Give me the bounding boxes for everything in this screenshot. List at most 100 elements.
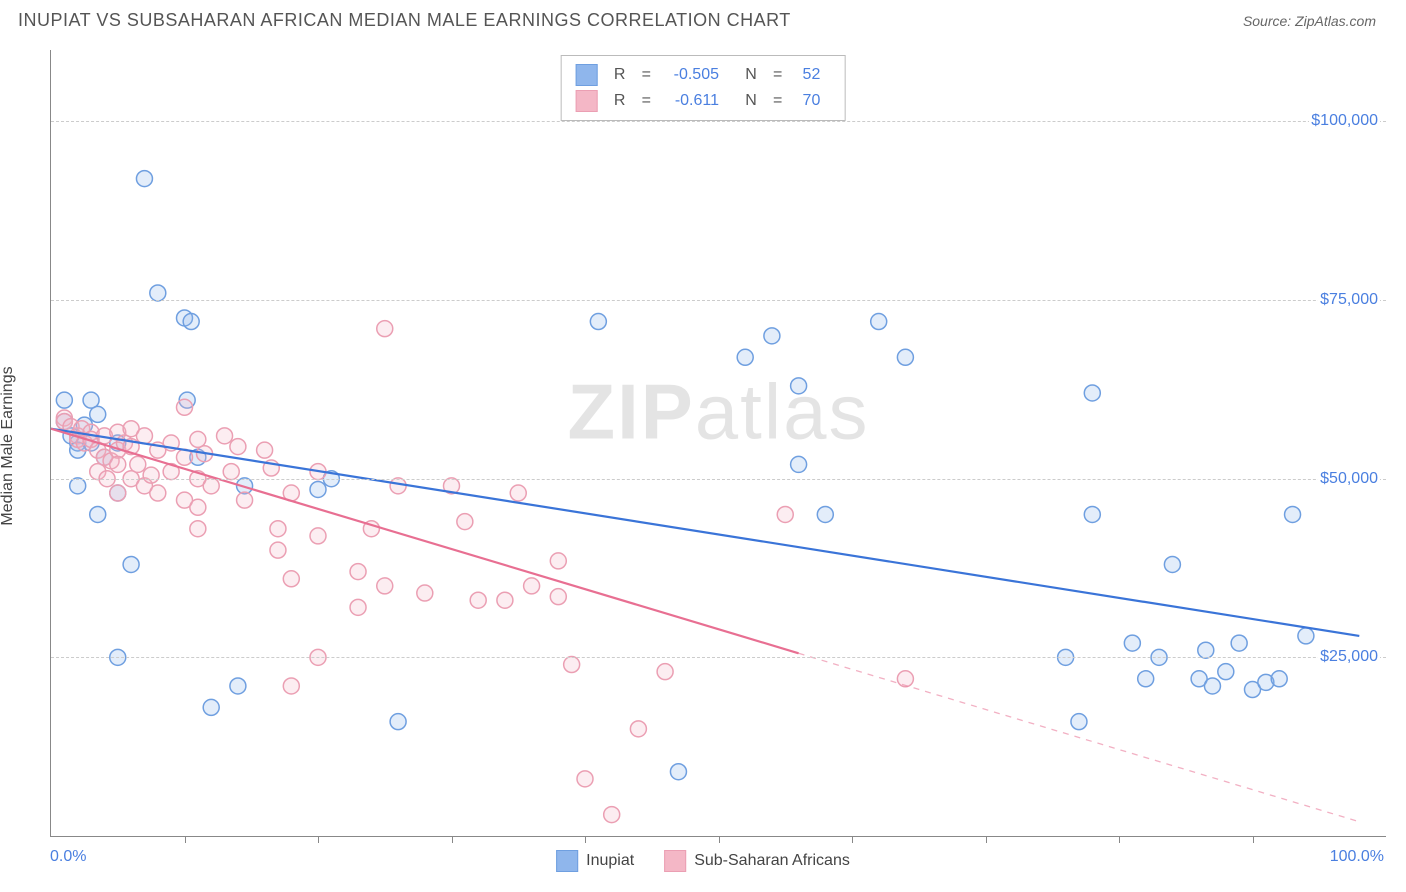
data-point [670, 764, 686, 780]
data-point [230, 439, 246, 455]
data-point [764, 328, 780, 344]
stats-row: R=-0.611N=70 [576, 88, 831, 114]
swatch-icon [576, 90, 598, 112]
y-tick-label: $50,000 [1318, 470, 1380, 488]
data-point [283, 571, 299, 587]
data-point [897, 349, 913, 365]
scatter-svg [51, 50, 1386, 836]
data-point [1084, 385, 1100, 401]
swatch-icon [576, 64, 598, 86]
data-point [604, 807, 620, 823]
data-point [83, 392, 99, 408]
data-point [1218, 664, 1234, 680]
data-point [457, 514, 473, 530]
data-point [897, 671, 913, 687]
plot-area: ZIPatlas $25,000$50,000$75,000$100,000 [50, 50, 1386, 837]
data-point [270, 542, 286, 558]
data-point [350, 564, 366, 580]
data-point [1231, 635, 1247, 651]
x-tick [986, 836, 987, 843]
gridline [51, 479, 1386, 480]
data-point [136, 171, 152, 187]
y-axis-title: Median Male Earnings [0, 366, 17, 525]
data-point [270, 521, 286, 537]
data-point [150, 485, 166, 501]
data-point [90, 406, 106, 422]
data-point [177, 399, 193, 415]
stats-legend: R=-0.505N=52R=-0.611N=70 [561, 55, 846, 121]
data-point [217, 428, 233, 444]
data-point [377, 578, 393, 594]
data-point [550, 553, 566, 569]
data-point [377, 321, 393, 337]
data-point [1204, 678, 1220, 694]
data-point [143, 467, 159, 483]
gridline [51, 121, 1386, 122]
data-point [497, 592, 513, 608]
x-tick [452, 836, 453, 843]
swatch-icon [556, 850, 578, 872]
data-point [791, 378, 807, 394]
data-point [524, 578, 540, 594]
y-tick-label: $25,000 [1318, 648, 1380, 666]
data-point [1298, 628, 1314, 644]
data-point [1071, 714, 1087, 730]
data-point [350, 599, 366, 615]
data-point [190, 499, 206, 515]
data-point [237, 492, 253, 508]
data-point [130, 456, 146, 472]
series-legend: Inupiat Sub-Saharan Africans [556, 850, 850, 872]
x-tick [852, 836, 853, 843]
legend-item: Inupiat [556, 850, 634, 872]
x-tick [185, 836, 186, 843]
data-point [90, 506, 106, 522]
data-point [230, 678, 246, 694]
data-point [203, 478, 219, 494]
data-point [123, 556, 139, 572]
legend-label: Sub-Saharan Africans [694, 852, 850, 870]
data-point [56, 392, 72, 408]
data-point [657, 664, 673, 680]
data-point [1198, 642, 1214, 658]
x-axis-label-min: 0.0% [50, 848, 86, 866]
gridline [51, 300, 1386, 301]
data-point [190, 431, 206, 447]
x-tick [585, 836, 586, 843]
data-point [1138, 671, 1154, 687]
data-point [564, 657, 580, 673]
data-point [871, 314, 887, 330]
data-point [70, 478, 86, 494]
data-point [550, 589, 566, 605]
data-point [590, 314, 606, 330]
data-point [817, 506, 833, 522]
x-tick [1119, 836, 1120, 843]
trend-line [51, 429, 799, 654]
data-point [577, 771, 593, 787]
data-point [737, 349, 753, 365]
data-point [203, 699, 219, 715]
data-point [777, 506, 793, 522]
trend-line [51, 429, 1359, 636]
data-point [417, 585, 433, 601]
legend-item: Sub-Saharan Africans [664, 850, 850, 872]
data-point [390, 714, 406, 730]
data-point [223, 464, 239, 480]
data-point [630, 721, 646, 737]
data-point [390, 478, 406, 494]
x-tick [318, 836, 319, 843]
gridline [51, 657, 1386, 658]
y-tick-label: $100,000 [1309, 112, 1380, 130]
x-tick [1253, 836, 1254, 843]
source-label: Source: ZipAtlas.com [1243, 13, 1376, 29]
data-point [310, 528, 326, 544]
data-point [470, 592, 486, 608]
data-point [310, 481, 326, 497]
data-point [183, 314, 199, 330]
y-tick-label: $75,000 [1318, 291, 1380, 309]
stats-row: R=-0.505N=52 [576, 62, 831, 88]
data-point [110, 485, 126, 501]
data-point [136, 428, 152, 444]
data-point [1271, 671, 1287, 687]
data-point [1124, 635, 1140, 651]
data-point [150, 285, 166, 301]
